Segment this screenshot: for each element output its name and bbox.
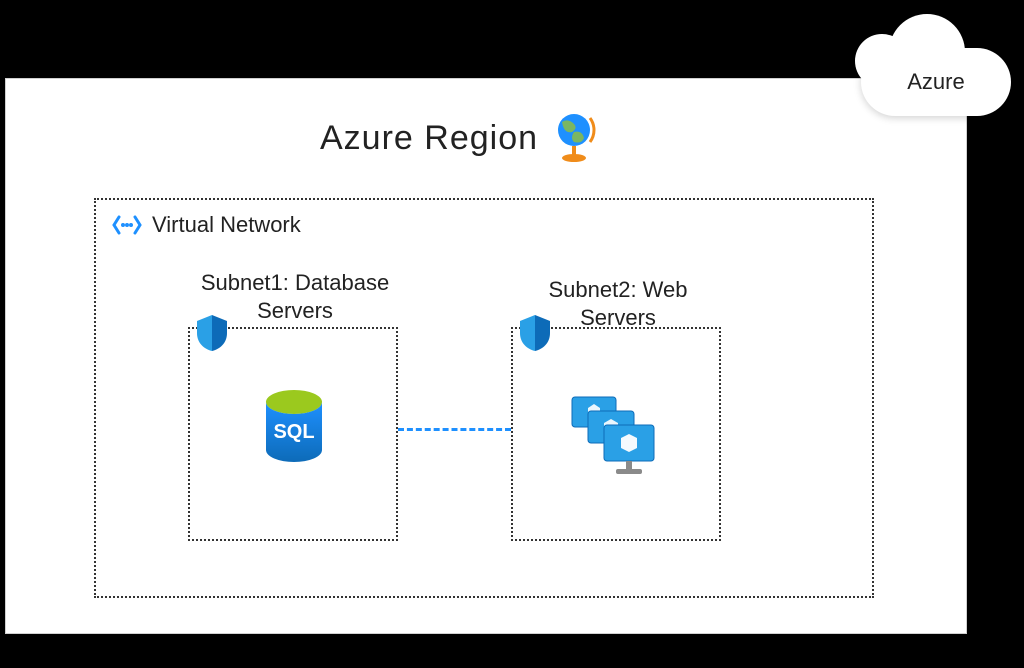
azure-cloud-badge: Azure [861, 48, 1011, 116]
vnet-icon [112, 214, 142, 236]
region-title-row: Azure Region [320, 112, 600, 164]
sql-text: SQL [273, 421, 314, 443]
vnet-label-row: Virtual Network [112, 212, 301, 238]
cloud-label: Azure [907, 69, 964, 95]
diagram-canvas: Azure Azure Region Virtual Network Subne [0, 0, 1024, 668]
globe-icon [552, 112, 600, 164]
sql-database-icon: SQL [262, 390, 326, 466]
shield-icon [518, 313, 552, 353]
shield-icon [195, 313, 229, 353]
connection-line [398, 428, 511, 431]
vnet-label: Virtual Network [152, 212, 301, 238]
vm-cluster-icon [570, 395, 662, 487]
region-title: Azure Region [320, 119, 538, 158]
